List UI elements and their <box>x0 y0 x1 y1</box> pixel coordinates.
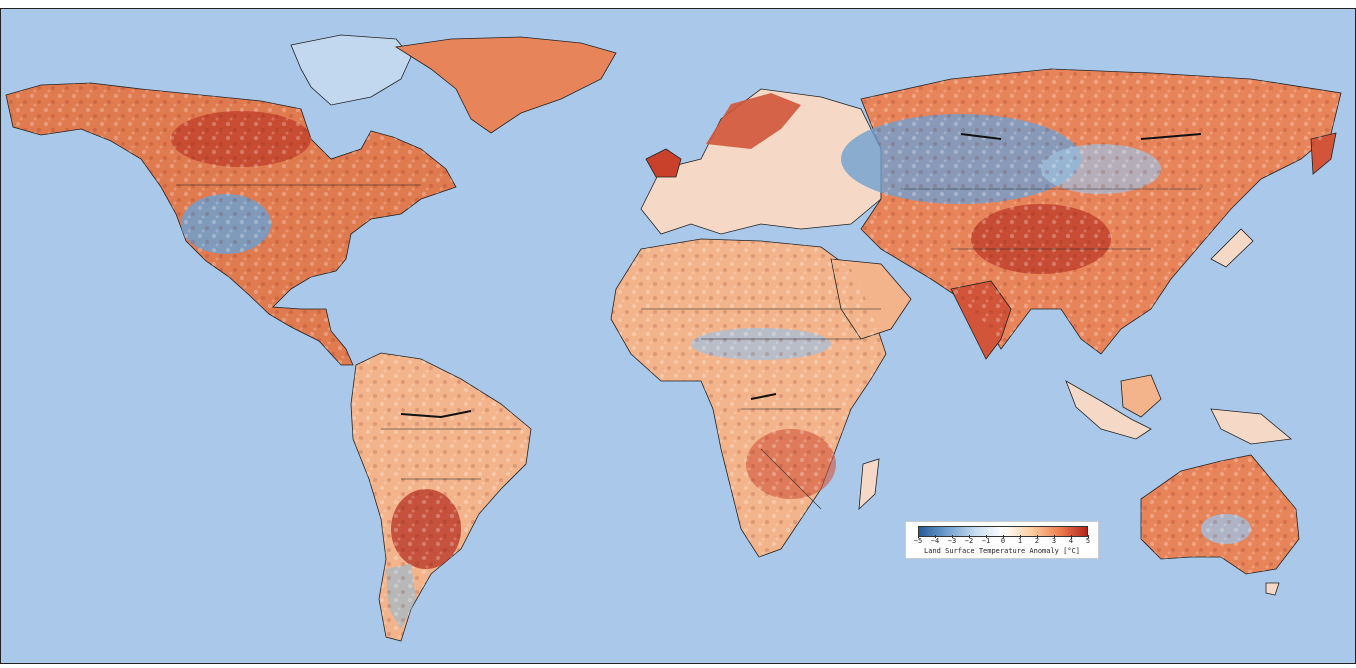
rivers <box>400 133 1202 419</box>
colorbar-tick-label: 5 <box>1085 537 1091 545</box>
colorbar-tick-mark <box>1088 535 1089 538</box>
indonesia-islands <box>1065 380 1152 440</box>
colorbar-tick-mark <box>935 535 936 538</box>
borneo <box>1120 374 1162 418</box>
colorbar-tick-mark <box>1020 535 1021 538</box>
colorbar-tick-label: 3 <box>1051 537 1057 545</box>
colorbar-tick-label: −5 <box>913 537 923 545</box>
colorbar-tick-mark <box>1003 535 1004 538</box>
colorbar-tick-label: −4 <box>930 537 940 545</box>
anomaly-texture <box>6 69 1341 641</box>
colorbar-tick-mark <box>1071 535 1072 538</box>
colorbar-tick-mark <box>969 535 970 538</box>
colorbar-tick-label: 1 <box>1017 537 1023 545</box>
map-canvas <box>5 34 1342 642</box>
country-borders <box>176 184 1201 510</box>
colorbar-label: Land Surface Temperature Anomaly [°C] <box>924 547 1080 555</box>
colorbar-tick-label: −3 <box>947 537 957 545</box>
uk-ireland <box>645 148 682 178</box>
colorbar-tick-label: 4 <box>1068 537 1074 545</box>
arctic-islands <box>290 34 412 106</box>
colorbar-tick-label: 2 <box>1034 537 1040 545</box>
scandinavia-warm <box>706 93 801 149</box>
madagascar <box>858 458 880 511</box>
new-guinea <box>1210 408 1292 445</box>
colorbar-legend: Land Surface Temperature Anomaly [°C] −5… <box>905 521 1099 559</box>
tasmania <box>1265 582 1280 596</box>
colorbar-tick-label: 0 <box>1000 537 1006 545</box>
greenland <box>394 36 617 134</box>
colorbar-tick-mark <box>1037 535 1038 538</box>
colorbar-tick-mark <box>1054 535 1055 538</box>
japan <box>1210 228 1254 268</box>
colorbar-tick-mark <box>918 535 919 538</box>
colorbar-tick-label: −2 <box>964 537 974 545</box>
world-map: Land Surface Temperature Anomaly [°C] −5… <box>0 8 1356 664</box>
colorbar-tick-mark <box>952 535 953 538</box>
colorbar-tick-label: −1 <box>981 537 991 545</box>
colorbar-tick-mark <box>986 535 987 538</box>
